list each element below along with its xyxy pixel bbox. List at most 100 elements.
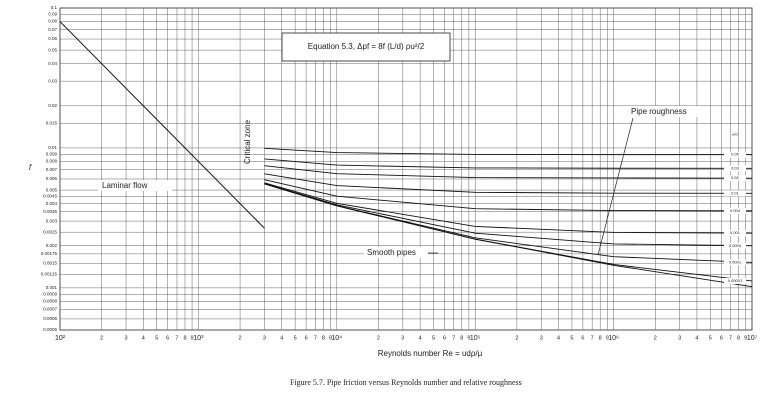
x-tick-label: 8 [737, 335, 740, 341]
x-tick-label: 8 [460, 335, 463, 341]
annotation: Critical zone [243, 119, 252, 164]
legend-entry: 0.0001 [729, 259, 742, 264]
y-tick-label: 0.00175 [41, 251, 58, 256]
y-tick-label: 0.003 [46, 218, 58, 223]
curve [264, 179, 753, 212]
legend-entry: 0.0004 [729, 243, 742, 248]
y-tick-label: 0.008 [46, 159, 58, 164]
legend-box [724, 242, 746, 249]
x-tick-label: 6 [305, 335, 308, 341]
y-tick-label: 0.06 [48, 36, 57, 41]
y-tick-label: 0.015 [46, 120, 58, 125]
equation-box [281, 32, 451, 62]
y-tick-label: 0.00125 [41, 272, 58, 277]
annotation: Laminar flow [102, 181, 148, 190]
curve [264, 147, 752, 156]
legend-box [724, 190, 746, 197]
x-tick-label: 3 [540, 335, 543, 341]
curve [264, 183, 753, 247]
y-tick-label: 0.05 [48, 47, 57, 52]
legend-entry: 0.05 [731, 152, 740, 157]
y-tick-label: 0.07 [48, 27, 57, 32]
x-tick-label: 8 [322, 335, 325, 341]
annotation-bg [364, 247, 428, 258]
x-tick-label: 7 [729, 335, 732, 341]
curve [264, 158, 753, 169]
x-tick-label: 7 [314, 335, 317, 341]
x-tick-label: 9 [606, 335, 609, 341]
x-tick-label: 4 [419, 335, 422, 341]
x-tick-label: 7 [591, 335, 594, 341]
legend-entry: 0.001 [730, 230, 741, 235]
equation: Equation 5.3, Δpf = 8f (L/d) ρu²/2 [308, 42, 425, 51]
annotation-bg [628, 106, 702, 117]
legend-entry: 0.00001 [728, 278, 743, 283]
y-tick-label: 0.006 [46, 176, 58, 181]
y-tick-label: 0.01 [48, 145, 57, 150]
y-tick-label: 0.0008 [43, 299, 57, 304]
x-tick-label: 9 [329, 335, 332, 341]
curve [264, 182, 753, 234]
legend-box [724, 165, 746, 172]
y-tick-label: 0.0009 [43, 291, 57, 296]
y-tick-label: 0.09 [48, 12, 57, 17]
legend-box [724, 207, 746, 214]
x-tick-label: 5 [570, 335, 573, 341]
y-tick-label: 0.0035 [43, 209, 57, 214]
y-tick-label: 0.04 [48, 61, 57, 66]
x-tick-label: 9 [191, 335, 194, 341]
x-tick-label: 6 [166, 335, 169, 341]
x-tick-label: 2 [377, 335, 380, 341]
x-tick-label: 8 [599, 335, 602, 341]
curve [264, 183, 753, 282]
legend-box [724, 259, 746, 266]
x-tick-label: 3 [125, 335, 128, 341]
legend-box [724, 277, 746, 284]
y-tick-label: 0.001 [46, 285, 58, 290]
x-tick-label: 2 [100, 335, 103, 341]
x-tick-label: 10⁷ [747, 335, 758, 342]
y-tick-label: 0.0015 [43, 260, 57, 265]
caption: Figure 5.7. Pipe friction versus Reynold… [290, 378, 522, 387]
y-tick-label: 0.004 [46, 201, 58, 206]
x-tick-label: 2 [515, 335, 518, 341]
x-tick-label: 10³ [193, 335, 204, 342]
x-tick-label: 4 [280, 335, 283, 341]
y-tick-label: 0.0025 [43, 229, 57, 234]
curve [264, 165, 753, 179]
x-tick-label: 6 [443, 335, 446, 341]
x-tick-label: 8 [183, 335, 186, 341]
legend-entry: 0.004 [730, 208, 741, 213]
y-tick-label: 0.007 [46, 167, 58, 172]
x-tick-label: 3 [263, 335, 266, 341]
y-axis-label: f [29, 163, 32, 172]
legend-box [724, 175, 746, 182]
curve [264, 183, 753, 263]
legend-entry: 0.02 [731, 175, 740, 180]
x-tick-label: 7 [452, 335, 455, 341]
x-tick-label: 7 [175, 335, 178, 341]
x-tick-label: 3 [678, 335, 681, 341]
annotation-bg [98, 180, 172, 191]
annotation: Smooth pipes [367, 248, 416, 257]
legend-entry: 0.01 [731, 190, 740, 195]
x-tick-label: 10⁶ [608, 335, 619, 342]
x-tick-label: 5 [294, 335, 297, 341]
x-tick-label: 4 [695, 335, 698, 341]
x-tick-label: 6 [720, 335, 723, 341]
curve [264, 173, 753, 194]
y-tick-label: 0.1 [51, 5, 58, 10]
x-tick-label: 2 [239, 335, 242, 341]
curve [264, 183, 753, 288]
y-tick-label: 0.0006 [43, 316, 57, 321]
x-tick-label: 9 [467, 335, 470, 341]
x-tick-label: 10⁴ [331, 335, 342, 342]
x-tick-label: 9 [744, 335, 747, 341]
x-tick-label: 4 [142, 335, 145, 341]
x-tick-label: 5 [709, 335, 712, 341]
legend-box [724, 230, 746, 237]
x-axis-label: Reynolds number Re = udρ/μ [378, 349, 483, 358]
y-tick-label: 0.0007 [43, 307, 57, 312]
legend-entry: 0.03 [731, 165, 740, 170]
y-tick-label: 0.009 [46, 152, 58, 157]
